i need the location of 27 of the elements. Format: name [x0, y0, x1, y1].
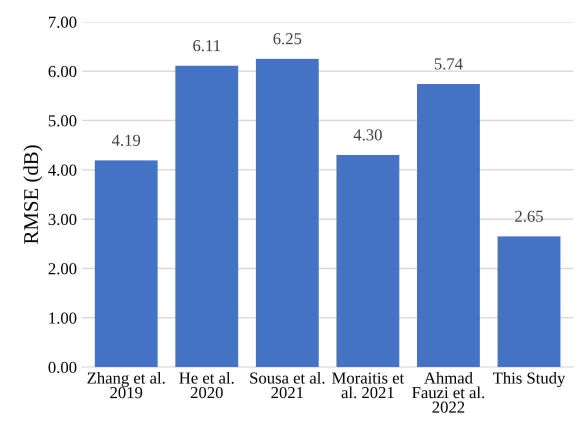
bar — [175, 66, 238, 368]
y-axis-title: RMSE (dB) — [23, 145, 42, 244]
data-label: 6.25 — [273, 33, 302, 44]
bar — [256, 58, 319, 368]
y-tick-label: 6.00 — [48, 66, 76, 78]
y-tick-label: 1.00 — [49, 312, 76, 324]
data-label: 5.74 — [434, 58, 463, 70]
x-tick-label: Zhang et al. 2019 — [87, 372, 165, 398]
data-label: 6.11 — [193, 40, 220, 52]
x-tick-label: Moraitis et al. 2021 — [332, 372, 404, 398]
bar — [336, 155, 400, 368]
y-tick-label: 2.00 — [48, 263, 76, 274]
bar — [417, 84, 480, 368]
bar — [94, 160, 158, 368]
x-tick-label: Ahmad Fauzi et al. 2022 — [412, 372, 484, 413]
x-tick-label: Sousa et al. 2021 — [250, 372, 324, 398]
x-tick-label: This Study — [492, 372, 566, 388]
y-tick-label: 0.00 — [48, 362, 76, 374]
data-label: 2.65 — [515, 210, 543, 222]
y-tick-label: 7.00 — [48, 16, 76, 28]
y-tick-label: 3.00 — [48, 214, 76, 226]
y-tick-label: 4.00 — [48, 164, 76, 176]
y-tick-label: 5.00 — [48, 115, 76, 127]
data-label: 4.19 — [112, 134, 140, 146]
x-tick-label: He et al. 2020 — [179, 372, 234, 398]
bar — [498, 236, 560, 368]
data-label: 4.30 — [354, 129, 382, 141]
